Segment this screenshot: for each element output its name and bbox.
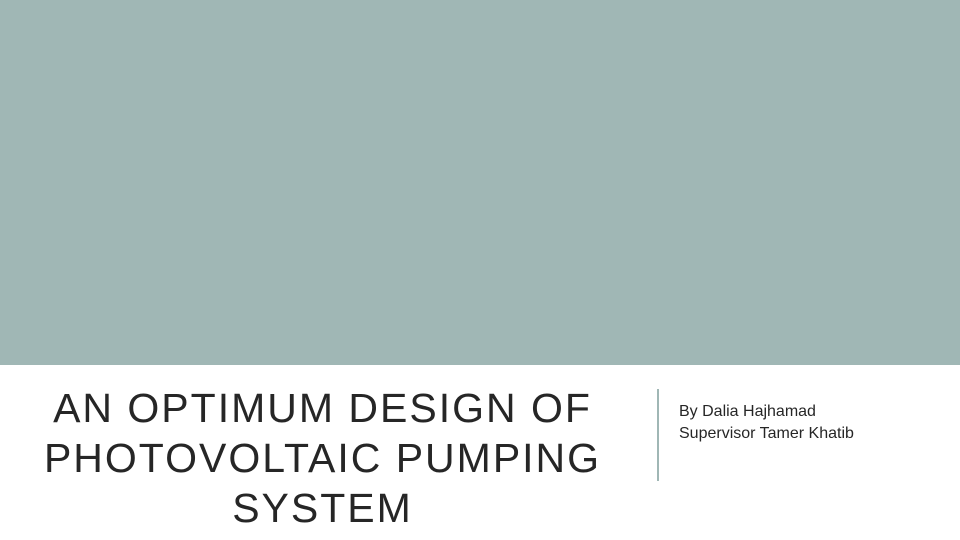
byline-supervisor: Supervisor Tamer Khatib bbox=[679, 423, 960, 445]
byline-author: By Dalia Hajhamad bbox=[679, 401, 960, 423]
top-color-panel bbox=[0, 0, 960, 365]
vertical-divider bbox=[657, 389, 659, 481]
title-block: AN OPTIMUM DESIGN OF PHOTOVOLTAIC PUMPIN… bbox=[0, 383, 635, 533]
slide-title: AN OPTIMUM DESIGN OF PHOTOVOLTAIC PUMPIN… bbox=[20, 383, 625, 533]
content-row: AN OPTIMUM DESIGN OF PHOTOVOLTAIC PUMPIN… bbox=[0, 365, 960, 540]
byline-block: By Dalia Hajhamad Supervisor Tamer Khati… bbox=[679, 383, 960, 444]
